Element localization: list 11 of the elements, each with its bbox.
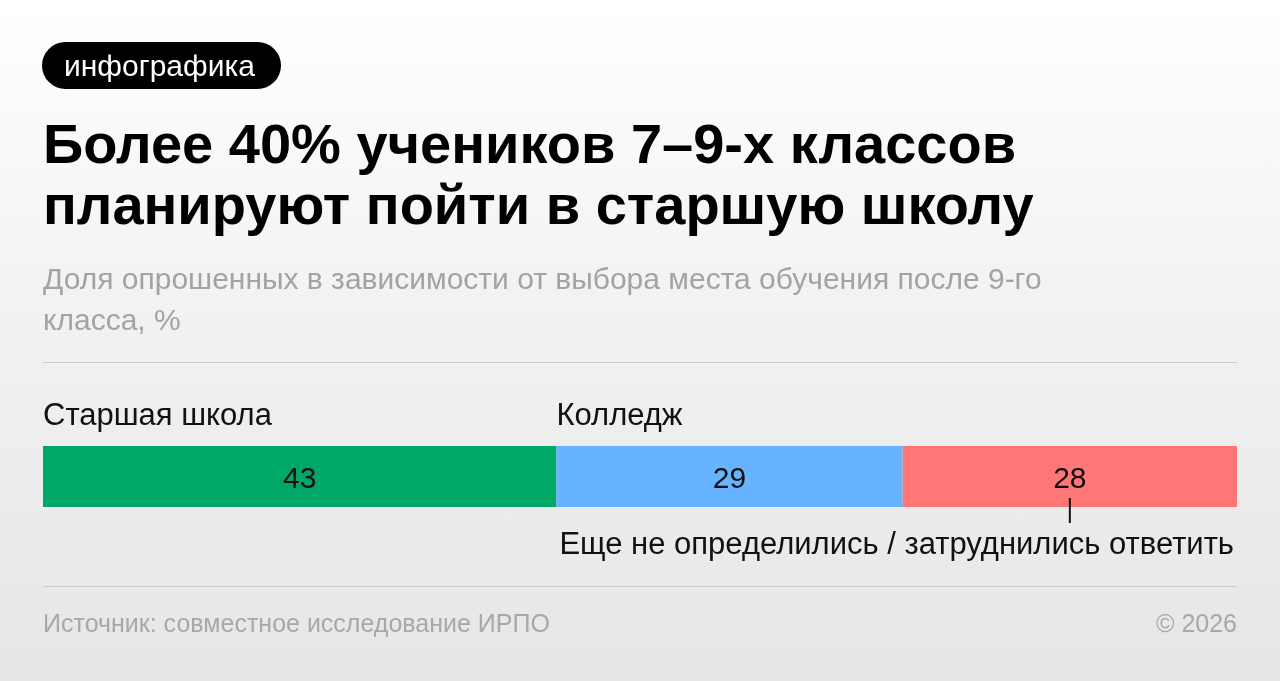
series-label: Старшая школа [43, 397, 273, 432]
tag-badge: инфографика [42, 42, 281, 89]
data-label: 43 [283, 460, 317, 494]
data-label: 28 [1053, 460, 1087, 494]
text: © 2026 [1156, 608, 1237, 638]
chart-title: Более 40% учеников 7–9-х классов планируют пойти в старшую школу [43, 112, 1035, 236]
text: Источник: совместное исследование ИРПО [43, 608, 550, 638]
data-label: 29 [712, 460, 747, 494]
series-label: Еще не определились / затруднились ответить [559, 526, 1234, 561]
chart-subtitle: Доля опрошенных в зависимости от выбора места обучения после 9-го класса, % [43, 261, 1043, 338]
series-label: Колледж [556, 397, 683, 432]
